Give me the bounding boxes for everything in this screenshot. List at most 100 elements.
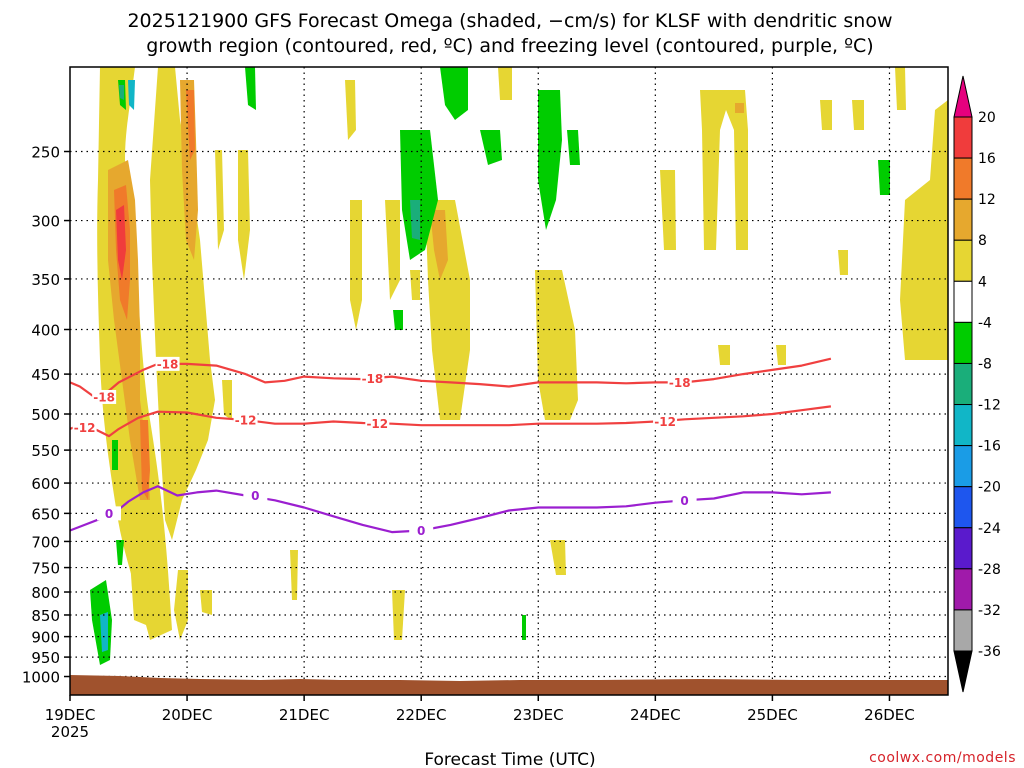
colorbar-swatch <box>953 486 973 529</box>
colorbar-swatch <box>953 527 973 570</box>
chart-title-line2: growth region (contoured, red, ºC) and f… <box>146 35 873 57</box>
omega-shade-region <box>410 200 420 240</box>
contour-label: 0 <box>105 507 113 521</box>
y-tick-label: 550 <box>31 442 60 460</box>
y-tick-label: 750 <box>31 560 60 578</box>
colorbar-swatch <box>953 321 973 364</box>
contour-label: -18 <box>669 376 691 390</box>
omega-shade-region <box>112 440 118 470</box>
contour-label: 0 <box>680 494 688 508</box>
omega-shade-region <box>245 67 256 110</box>
omega-shade-region <box>700 90 748 250</box>
omega-shade-region <box>440 67 468 120</box>
omega-shaded-field <box>90 67 948 665</box>
omega-shade-region <box>522 615 526 640</box>
colorbar-label: -20 <box>978 480 1001 496</box>
colorbar-swatch <box>953 198 973 241</box>
contour-label: -12 <box>654 415 676 429</box>
omega-shade-region <box>820 100 832 130</box>
omega-shade-region <box>128 80 135 110</box>
omega-shade-region <box>385 200 400 300</box>
colorbar-label: 4 <box>978 274 987 290</box>
y-tick-label: 500 <box>31 406 60 424</box>
omega-shade-region <box>140 420 150 500</box>
omega-shade-region <box>410 270 420 300</box>
colorbar-label: 8 <box>978 233 987 249</box>
omega-shade-region <box>425 200 470 420</box>
omega-shade-region <box>350 200 362 330</box>
chart-title-line1: 2025121900 GFS Forecast Omega (shaded, −… <box>127 10 892 32</box>
omega-shade-region <box>392 590 405 640</box>
y-tick-label: 800 <box>31 584 60 602</box>
omega-shade-region <box>538 90 562 230</box>
omega-shade-region <box>480 130 502 165</box>
contour-label: 0 <box>251 489 259 503</box>
y-tick-label: 600 <box>31 475 60 493</box>
x-axis-ticks: 19DEC 20DEC 21DEC 22DEC 23DEC 24DEC 25DEC 26DEC <box>45 695 915 724</box>
colorbar-label: -4 <box>978 315 992 331</box>
y-tick-label: 950 <box>31 649 60 667</box>
omega-shade-region <box>735 103 744 113</box>
omega-shade-region <box>200 590 212 615</box>
x-axis-title: Forecast Time (UTC) <box>424 750 595 768</box>
omega-shade-region <box>130 560 150 625</box>
colorbar-label: -8 <box>978 356 992 372</box>
omega-shade-region <box>838 250 848 275</box>
temperature-contours: -18 -18 -18 -18 -12 -12 -12 -12 0 0 0 0 <box>69 356 832 538</box>
omega-shade-region <box>718 345 730 365</box>
omega-shade-region <box>776 345 786 365</box>
colorbar-label: -28 <box>978 562 1001 578</box>
credit-link[interactable]: coolwx.com/models <box>869 750 1016 766</box>
y-tick-label: 850 <box>31 607 60 625</box>
omega-shade-region <box>186 90 195 160</box>
omega-shade-region <box>222 380 232 420</box>
contour-label-bg <box>672 493 697 508</box>
colorbar-swatch <box>953 609 973 652</box>
colorbar-top-arrow <box>953 75 973 118</box>
contour-label-bg <box>243 488 268 503</box>
contour-label: -18 <box>93 390 115 404</box>
colorbar-bottom-arrow <box>953 650 973 693</box>
omega-shade-region <box>345 80 356 140</box>
omega-shade-region <box>900 100 948 360</box>
contour-label-bg <box>72 420 97 435</box>
omega-shade-region <box>100 612 108 652</box>
contour-label-bg <box>409 523 434 538</box>
x-axis-year-label: 2025 <box>51 723 89 741</box>
omega-shade-region <box>119 85 124 100</box>
colorbar-label: 12 <box>978 192 996 208</box>
x-tick-label: 22DEC <box>396 706 447 724</box>
x-tick-label: 20DEC <box>162 706 213 724</box>
y-tick-label: 900 <box>31 629 60 647</box>
y-tick-label: 450 <box>31 366 60 384</box>
y-tick-label: 1000 <box>22 669 60 687</box>
y-tick-label: 400 <box>31 322 60 340</box>
omega-shade-region <box>895 67 906 110</box>
surface-ground-fill <box>70 675 948 695</box>
omega-shade-region <box>400 130 438 260</box>
omega-shade-region <box>238 150 250 280</box>
omega-shade-region <box>852 100 864 130</box>
colorbar-swatch <box>953 445 973 488</box>
omega-shade-region <box>393 310 403 330</box>
omega-shade-region <box>430 210 448 280</box>
colorbar-label: -24 <box>978 521 1001 537</box>
contour-label: -12 <box>74 421 96 435</box>
y-axis-ticks: 250 300 350 400 450 500 550 600 650 700 750 800 850 9… <box>22 144 70 687</box>
colorbar: 20 16 12 8 4 -4 -8 -12 -16 -20 -24 -28 -32 -36 <box>953 75 1001 693</box>
colorbar-label: -32 <box>978 603 1001 619</box>
y-tick-label: 300 <box>31 213 60 231</box>
omega-shade-region <box>215 150 224 250</box>
colorbar-label: 20 <box>978 110 996 126</box>
x-tick-label: 24DEC <box>630 706 681 724</box>
contour-label-bg <box>360 371 385 386</box>
omega-shade-region <box>290 550 298 600</box>
x-tick-label: 19DEC <box>45 706 96 724</box>
colorbar-swatch <box>953 157 973 200</box>
contour-label: -18 <box>157 357 179 371</box>
contour-label-bg <box>233 413 258 428</box>
y-tick-label: 350 <box>31 271 60 289</box>
colorbar-swatch <box>953 280 973 323</box>
contour-label: 0 <box>417 524 425 538</box>
contour-label: -18 <box>362 372 384 386</box>
